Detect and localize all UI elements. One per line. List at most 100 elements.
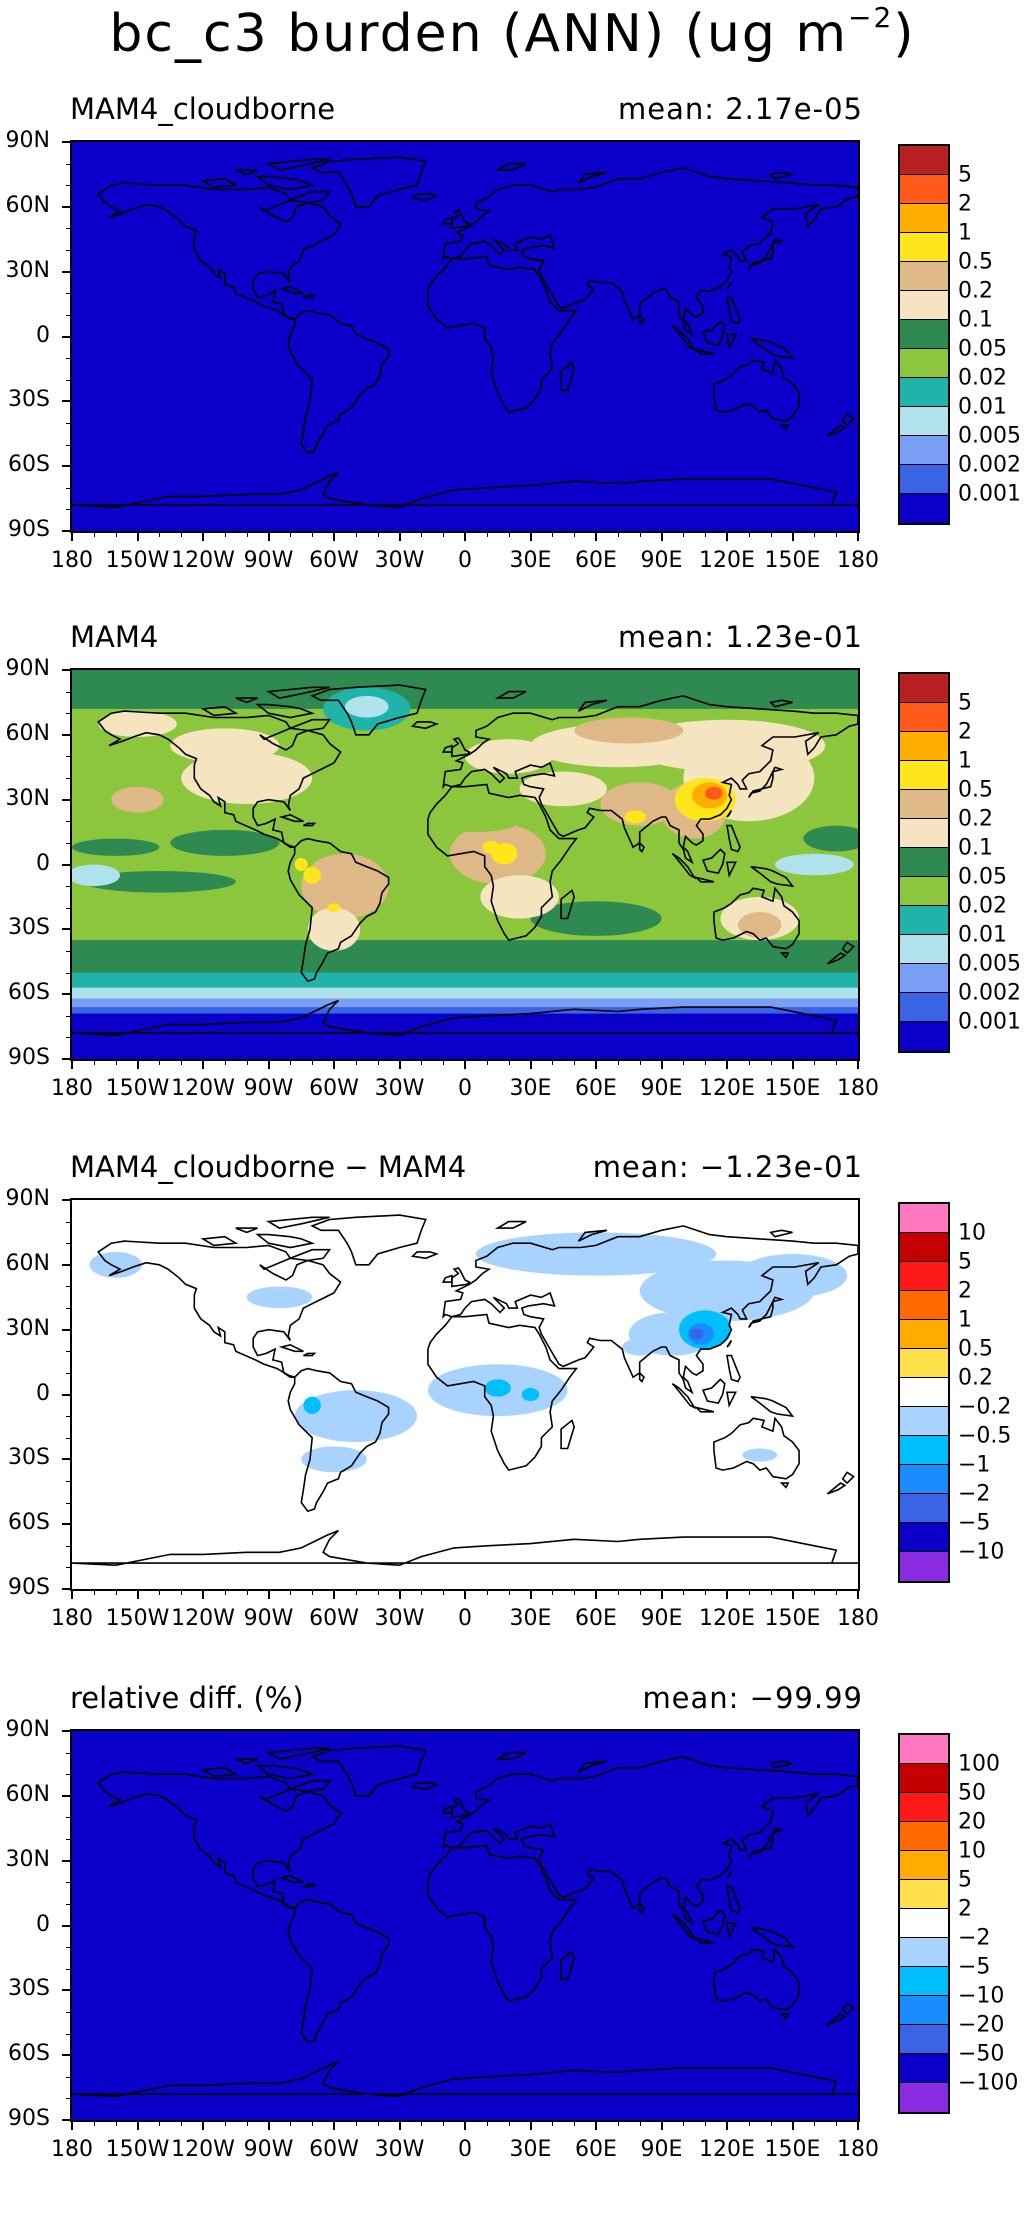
- lon-tick-label: 180: [51, 1606, 93, 1631]
- lon-minor-tick: [93, 1591, 95, 1595]
- colorbar-swatch: [900, 1378, 948, 1407]
- lat-tick-label: 30S: [8, 1976, 50, 2002]
- lat-minor-tick: [66, 1817, 70, 1819]
- coastline: [638, 312, 645, 325]
- lon-minor-tick: [115, 1061, 117, 1065]
- lon-tick-label: 120E: [699, 548, 755, 573]
- coastline: [310, 1214, 427, 1266]
- lon-tick: [791, 1061, 794, 1069]
- colorbar-swatch: [900, 1909, 948, 1938]
- coastline: [577, 1229, 608, 1242]
- field-background: [72, 142, 858, 531]
- colorbar-swatch: [900, 1022, 948, 1051]
- lat-minor-tick: [66, 1037, 70, 1039]
- coastline: [726, 1922, 737, 1939]
- lon-minor-tick: [377, 2122, 379, 2126]
- coastline: [441, 1805, 453, 1814]
- coastline: [442, 167, 858, 337]
- colorbar-swatch: [900, 1523, 948, 1552]
- contour-patch: [98, 711, 177, 737]
- lon-tick: [136, 1061, 139, 1069]
- colorbar: [898, 144, 950, 525]
- lon-tick: [726, 2122, 728, 2130]
- lon-tick-label: 180: [837, 1076, 879, 1101]
- colorbar-label: 1: [958, 220, 972, 246]
- contour-patch: [737, 912, 782, 938]
- coastline: [693, 348, 715, 355]
- coastline: [255, 1764, 316, 1780]
- contour-patch: [803, 825, 858, 852]
- lat-minor-tick: [66, 691, 70, 693]
- lat-tick-label: 90S: [8, 517, 50, 542]
- lon-minor-tick: [705, 2122, 707, 2126]
- lon-tick: [71, 1591, 73, 1599]
- coastline: [278, 1343, 304, 1353]
- contour-patch: [327, 903, 341, 913]
- coastline: [560, 1950, 576, 1981]
- lon-tick: [333, 1591, 335, 1599]
- colorbar-swatch: [900, 790, 948, 819]
- coastline: [441, 216, 453, 225]
- coastline: [278, 813, 304, 823]
- coastline: [841, 413, 855, 427]
- lon-minor-tick: [443, 1061, 445, 1065]
- contour-patch: [72, 864, 121, 887]
- coastline: [451, 1267, 471, 1288]
- lon-tick: [529, 1061, 532, 1069]
- coastline: [72, 1529, 858, 1567]
- lat-tick-label: 30N: [5, 1846, 50, 1872]
- coastline: [726, 296, 741, 325]
- lon-tick-label: 150E: [764, 1606, 821, 1631]
- lon-minor-tick: [486, 1061, 488, 1065]
- contour-patch: [294, 1390, 417, 1443]
- lon-minor-tick: [814, 1591, 816, 1595]
- lon-tick-label: 30W: [374, 548, 425, 573]
- coastline: [701, 1378, 726, 1405]
- lat-minor-tick: [66, 422, 70, 424]
- lat-tick: [62, 2119, 70, 2121]
- colorbar-swatch: [900, 1552, 948, 1581]
- lon-minor-tick: [93, 533, 95, 537]
- lon-tick-label: 30E: [509, 548, 552, 573]
- lon-tick-label: 60W: [309, 1606, 359, 1631]
- coastline: [290, 190, 332, 204]
- colorbar-label: 50: [958, 1780, 986, 1806]
- colorbar-swatch: [900, 1764, 948, 1793]
- contour-patch: [775, 853, 854, 876]
- lat-minor-tick: [66, 1947, 70, 1949]
- coastline: [427, 1844, 579, 2003]
- lat-tick: [62, 1989, 70, 1992]
- lon-minor-tick: [290, 2122, 292, 2126]
- lon-minor-tick: [639, 1061, 641, 1065]
- coastline: [560, 1419, 576, 1450]
- lat-tick-label: 30S: [8, 1445, 50, 1471]
- lon-minor-tick: [748, 1061, 750, 1065]
- contour-patch: [622, 1338, 658, 1356]
- lon-minor-tick: [748, 533, 750, 537]
- lon-tick: [464, 1061, 466, 1069]
- colorbar-swatch: [900, 349, 948, 378]
- lat-minor-tick: [66, 972, 70, 974]
- contour-patch: [689, 1328, 703, 1340]
- lon-minor-tick: [421, 2122, 423, 2126]
- lon-tick: [202, 2122, 204, 2130]
- lat-minor-tick: [66, 2076, 70, 2078]
- colorbar-label: 0.02: [958, 365, 1007, 391]
- lon-tick-label: 60E: [575, 2137, 617, 2162]
- contour-patch: [181, 752, 313, 804]
- lon-minor-tick: [574, 1061, 576, 1065]
- colorbar-label: 5: [958, 690, 972, 716]
- colorbar-label: 0.2: [958, 1365, 993, 1391]
- lat-minor-tick: [66, 1752, 70, 1754]
- lon-tick-label: 60W: [309, 1076, 359, 1101]
- lon-tick-label: 120W: [171, 2137, 235, 2162]
- coastline: [638, 1901, 645, 1914]
- lon-minor-tick: [617, 2122, 619, 2126]
- lon-minor-tick: [836, 533, 838, 537]
- lon-minor-tick: [181, 1591, 183, 1595]
- lat-tick: [62, 205, 70, 208]
- lon-minor-tick: [159, 1061, 161, 1065]
- coastline: [255, 175, 316, 191]
- colorbar-swatch: [900, 819, 948, 848]
- lat-minor-tick: [66, 907, 70, 909]
